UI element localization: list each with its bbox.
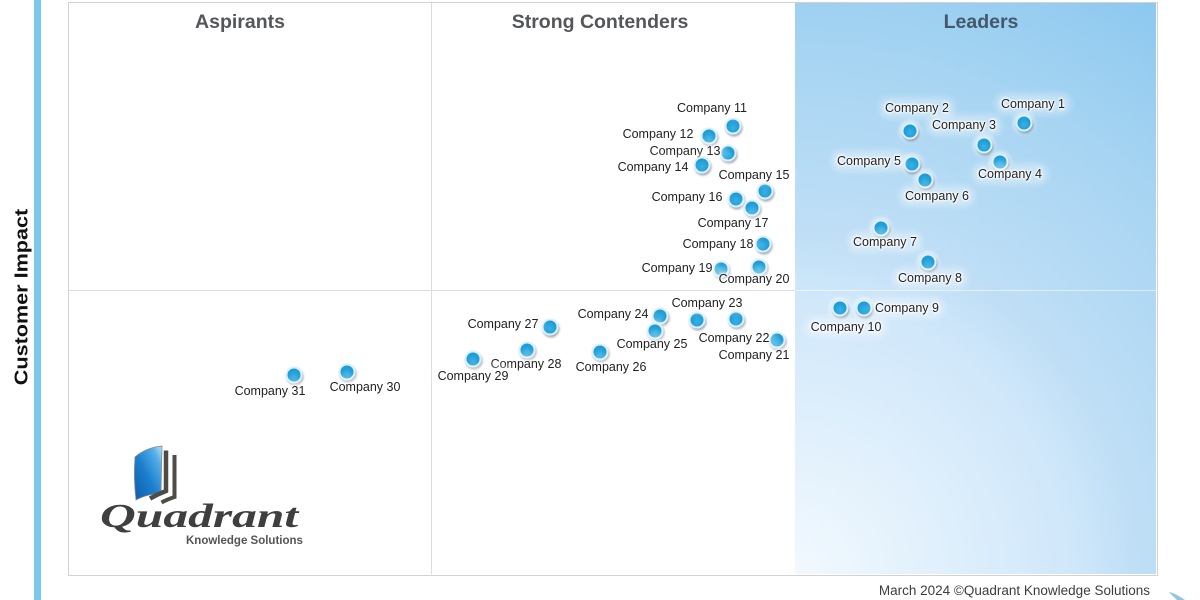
svg-text:Knowledge Solutions: Knowledge Solutions <box>186 535 303 547</box>
svg-text:Quadrant: Quadrant <box>100 498 300 535</box>
